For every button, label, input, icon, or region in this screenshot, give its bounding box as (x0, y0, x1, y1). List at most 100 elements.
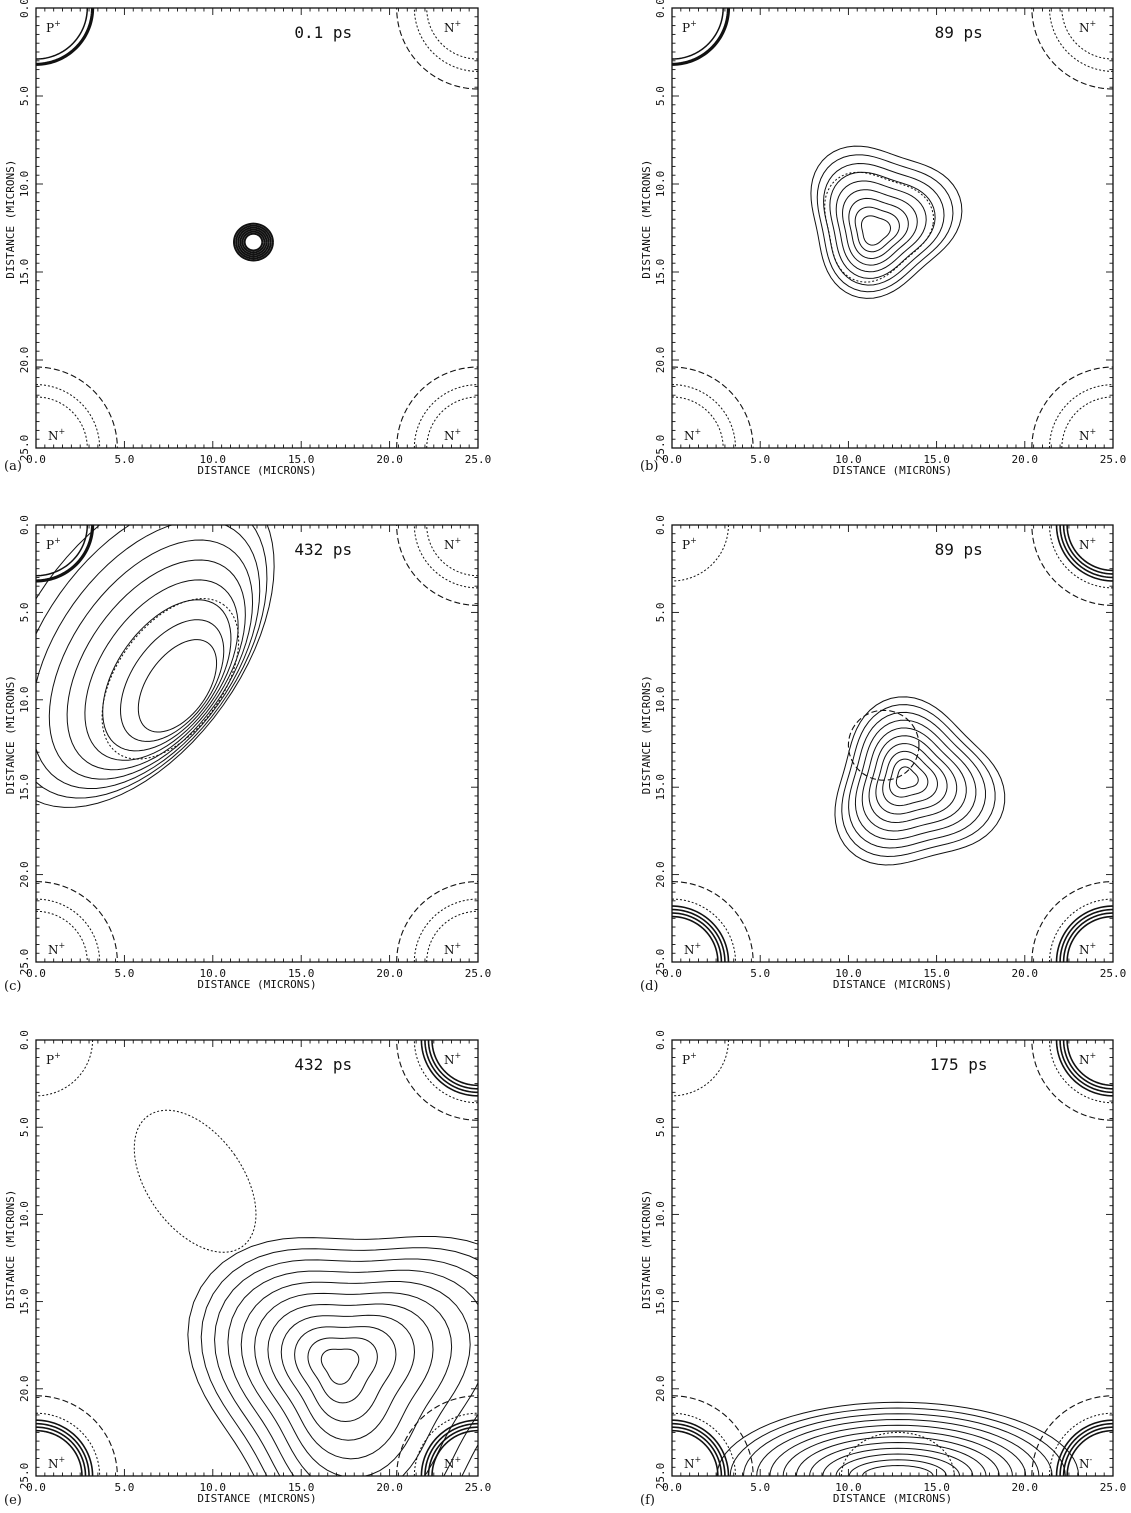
y-tick-label: 0.0 (18, 1030, 31, 1050)
junction-contour (1061, 8, 1113, 60)
junction-contour (413, 898, 478, 962)
region-label-bottom-left: N+ (48, 941, 65, 957)
junction-contour (36, 898, 101, 962)
x-tick-label: 25.0 (1100, 1481, 1127, 1494)
charge-contour (137, 639, 218, 733)
y-tick-label: 20.0 (18, 1376, 31, 1403)
charge-contour (36, 525, 268, 799)
junction-contour (1055, 1040, 1113, 1097)
charge-contour (822, 1447, 974, 1476)
junction-contour (1062, 1426, 1113, 1476)
y-tick-label: 10.0 (18, 1201, 31, 1228)
charge-contour (187, 1235, 478, 1476)
x-tick-label: 15.0 (923, 453, 950, 466)
x-tick-label: 15.0 (288, 1481, 315, 1494)
x-tick-label: 5.0 (114, 453, 134, 466)
y-tick-label: 5.0 (18, 86, 31, 106)
y-tick-label: 0.0 (18, 515, 31, 535)
junction-contour (424, 1040, 478, 1094)
y-tick-label: 0.0 (654, 1030, 667, 1050)
charge-contour (889, 758, 929, 798)
junction-contour (426, 396, 478, 448)
charge-contour (294, 1326, 397, 1423)
charge-contour (795, 1436, 1000, 1476)
y-axis-title: DISTANCE (MICRONS) (4, 1190, 17, 1309)
junction-contour (36, 1412, 101, 1476)
region-label-bottom-right: N+ (1079, 427, 1096, 443)
junction-contour (1048, 384, 1113, 448)
x-axis-title: DISTANCE (MICRONS) (833, 1492, 952, 1505)
junction-contour (672, 8, 724, 60)
junction-contour (672, 1426, 723, 1476)
charge-contour (895, 766, 919, 790)
y-tick-label: 10.0 (18, 687, 31, 714)
region-label-top-left: P+ (682, 1051, 697, 1067)
charge-contour (280, 1314, 416, 1441)
region-label-bottom-left: N+ (684, 1455, 701, 1471)
x-tick-label: 10.0 (835, 967, 862, 980)
charge-contour (848, 1459, 947, 1476)
y-tick-label: 25.0 (18, 1463, 31, 1490)
junction-contour (1048, 898, 1113, 962)
charge-contour (854, 206, 900, 253)
charge-contour (120, 619, 225, 742)
y-tick-label: 15.0 (18, 774, 31, 801)
region-label-top-right: N+ (1079, 536, 1096, 552)
region-label-bottom-right: N+ (444, 941, 461, 957)
panel-letter: (c) (4, 979, 21, 994)
x-tick-label: 20.0 (1012, 967, 1039, 980)
contour-lines (672, 525, 1113, 962)
x-tick-label: 10.0 (835, 1481, 862, 1494)
junction-contour (1062, 1040, 1113, 1090)
x-tick-label: 10.0 (835, 453, 862, 466)
x-tick-label: 5.0 (114, 1481, 134, 1494)
charge-contour (233, 222, 274, 262)
panel-b: 0.0 5.0 10.0 15.0 20.0 25.00.05.010.015.020.0… (640, 0, 1126, 477)
charge-contour (237, 226, 270, 258)
charge-contour (835, 180, 927, 273)
junction-contour (36, 1040, 94, 1097)
junction-contour (413, 1412, 478, 1476)
junction-contour (36, 1429, 83, 1476)
plot-frame (35, 524, 479, 963)
region-label-top-left: P+ (46, 1051, 61, 1067)
junction-contour (426, 8, 478, 60)
contour-lines (672, 1040, 1113, 1476)
charge-contour (782, 1430, 1013, 1476)
junction-contour (672, 1412, 737, 1476)
region-label-bottom-right: N+ (1079, 941, 1096, 957)
junction-contour (1061, 396, 1113, 448)
y-tick-label: 15.0 (18, 1288, 31, 1315)
x-tick-label: 20.0 (376, 453, 403, 466)
charge-contour (854, 719, 977, 841)
junction-contour (672, 915, 719, 962)
y-axis-title: DISTANCE (MICRONS) (640, 675, 653, 794)
junction-contour (36, 525, 95, 583)
x-tick-label: 15.0 (288, 967, 315, 980)
junction-contour (672, 384, 737, 448)
junction-contour (672, 366, 754, 448)
charge-contour (848, 197, 909, 259)
charge-contour (235, 224, 272, 260)
x-tick-label: 25.0 (465, 453, 492, 466)
charge-contour (848, 711, 986, 849)
x-tick-label: 0.0 (662, 1481, 682, 1494)
y-axis-title: DISTANCE (MICRONS) (640, 1190, 653, 1309)
junction-contour (1066, 525, 1113, 572)
contour-lines (672, 8, 1113, 448)
x-tick-label: 25.0 (465, 1481, 492, 1494)
x-tick-label: 15.0 (923, 1481, 950, 1494)
x-axis-title: DISTANCE (MICRONS) (197, 978, 316, 991)
junction-contour (672, 912, 723, 962)
junction-contour (1066, 915, 1113, 962)
charge-contour (214, 1258, 478, 1476)
x-tick-label: 25.0 (465, 967, 492, 980)
y-tick-label: 25.0 (654, 949, 667, 976)
junction-contour (396, 881, 478, 962)
y-tick-label: 15.0 (654, 774, 667, 801)
charge-contour (875, 743, 948, 815)
junction-contour (431, 1429, 478, 1476)
x-tick-label: 20.0 (376, 1481, 403, 1494)
junction-contour (36, 1395, 118, 1476)
